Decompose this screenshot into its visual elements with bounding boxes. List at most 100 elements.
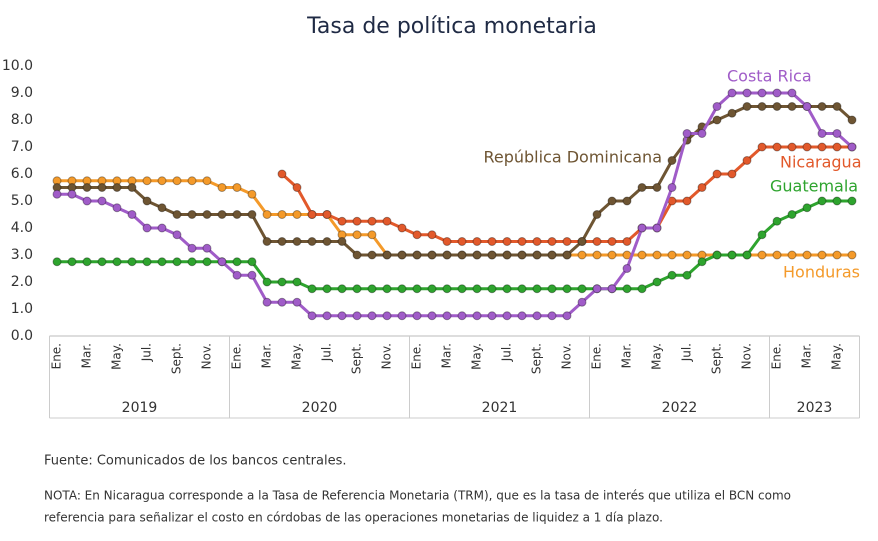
x-tick-label: Nov. (200, 343, 214, 369)
data-point (97, 196, 107, 206)
data-point (832, 102, 842, 111)
data-point (112, 257, 122, 267)
data-point (787, 142, 797, 152)
data-point (442, 284, 452, 294)
data-point (772, 142, 782, 152)
data-point (157, 257, 167, 267)
data-point (457, 237, 467, 246)
x-tick-label: Ene. (410, 343, 424, 369)
data-point (832, 250, 842, 260)
data-point (667, 270, 677, 280)
data-point (487, 311, 497, 321)
data-point (577, 297, 587, 307)
data-point (412, 230, 422, 240)
data-point (562, 250, 572, 260)
y-tick-label: 5.0 (11, 193, 33, 209)
data-point (742, 156, 752, 165)
data-point (712, 115, 722, 125)
data-point (607, 237, 617, 246)
x-tick-label: Nov. (560, 343, 574, 369)
x-tick-label: Sept. (170, 343, 184, 374)
data-point (307, 311, 317, 321)
data-point (637, 284, 647, 294)
data-point (232, 270, 242, 280)
x-tick-label: Mar. (620, 343, 634, 368)
data-point (772, 250, 782, 260)
y-tick-label: 0.0 (11, 328, 33, 344)
data-point (847, 115, 857, 125)
year-label: 2023 (797, 400, 833, 416)
data-point (472, 284, 482, 294)
x-tick-label: May. (110, 343, 124, 370)
data-point (757, 230, 767, 240)
data-point (217, 183, 227, 192)
data-point (517, 284, 527, 294)
data-point (832, 129, 842, 138)
data-point (142, 176, 152, 186)
data-point (187, 243, 197, 253)
year-label: 2020 (302, 400, 338, 416)
data-point (382, 311, 392, 321)
data-point (187, 176, 197, 186)
x-tick-label: May. (830, 343, 844, 370)
data-point (442, 311, 452, 321)
data-point (172, 230, 182, 240)
data-point (67, 257, 77, 267)
data-point (697, 183, 707, 192)
x-tick-label: May. (650, 343, 664, 370)
data-point (502, 237, 512, 246)
data-point (682, 129, 692, 138)
data-point (352, 230, 362, 240)
x-tick-label: Mar. (800, 343, 814, 368)
data-point (607, 250, 617, 260)
data-point (142, 257, 152, 267)
data-point (847, 142, 857, 152)
data-point (727, 88, 737, 98)
data-point (652, 183, 662, 192)
data-point (397, 284, 407, 294)
data-point (547, 250, 557, 260)
data-point (757, 142, 767, 152)
data-point (457, 284, 467, 294)
x-tick-label: Mar. (440, 343, 454, 368)
data-point (532, 250, 542, 260)
data-point (697, 129, 707, 138)
data-point (367, 216, 377, 226)
data-point (487, 250, 497, 260)
x-tick-label: Mar. (260, 343, 274, 368)
data-point (532, 284, 542, 294)
data-point (802, 102, 812, 111)
chart-title: Tasa de política monetaria (306, 14, 597, 39)
y-tick-label: 7.0 (11, 139, 33, 155)
data-point (847, 196, 857, 206)
data-point (127, 210, 137, 219)
data-point (787, 88, 797, 98)
data-point (247, 189, 257, 199)
y-tick-label: 1.0 (11, 301, 33, 317)
data-point (472, 311, 482, 321)
data-point (367, 284, 377, 294)
data-point (172, 210, 182, 219)
data-point (457, 250, 467, 260)
data-point (52, 189, 62, 199)
x-tick-label: Nov. (380, 343, 394, 369)
data-point (427, 230, 437, 240)
data-point (397, 311, 407, 321)
year-label: 2021 (482, 400, 518, 416)
data-point (667, 250, 677, 260)
y-tick-label: 4.0 (11, 220, 33, 236)
data-point (787, 102, 797, 111)
x-tick-label: Sept. (350, 343, 364, 374)
data-point (802, 142, 812, 152)
data-point (772, 102, 782, 111)
footnote: referencia para señalizar el costo en có… (44, 511, 663, 525)
data-point (487, 237, 497, 246)
x-tick-label: Jul. (320, 343, 334, 362)
data-point (382, 250, 392, 260)
data-point (502, 311, 512, 321)
data-point (97, 183, 107, 192)
series-label: República Dominicana (483, 148, 662, 167)
data-point (322, 237, 332, 246)
data-point (247, 210, 257, 219)
data-point (442, 250, 452, 260)
